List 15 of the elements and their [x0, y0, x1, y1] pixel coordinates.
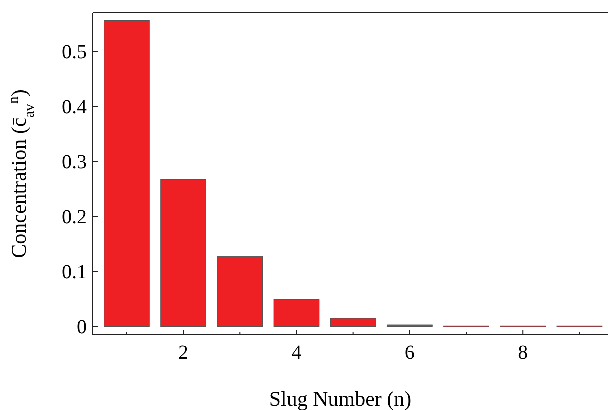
bar [104, 20, 150, 328]
bar [217, 256, 264, 328]
x-tick-label: 2 [178, 342, 189, 364]
y-tick-label: 0.1 [62, 262, 87, 284]
y-tick-label: 0.4 [62, 96, 87, 119]
y-tick-label: 0 [77, 316, 87, 339]
x-tick-label: 6 [404, 342, 415, 364]
y-tick-label: 0.2 [62, 206, 87, 229]
x-tick-label: 8 [518, 342, 528, 364]
y-tick-label: 0.3 [62, 152, 87, 174]
bar [330, 318, 376, 328]
bar [274, 299, 320, 328]
y-tick-label: 0.5 [62, 42, 87, 64]
x-tick-label: 4 [292, 342, 302, 364]
bar [160, 179, 206, 328]
